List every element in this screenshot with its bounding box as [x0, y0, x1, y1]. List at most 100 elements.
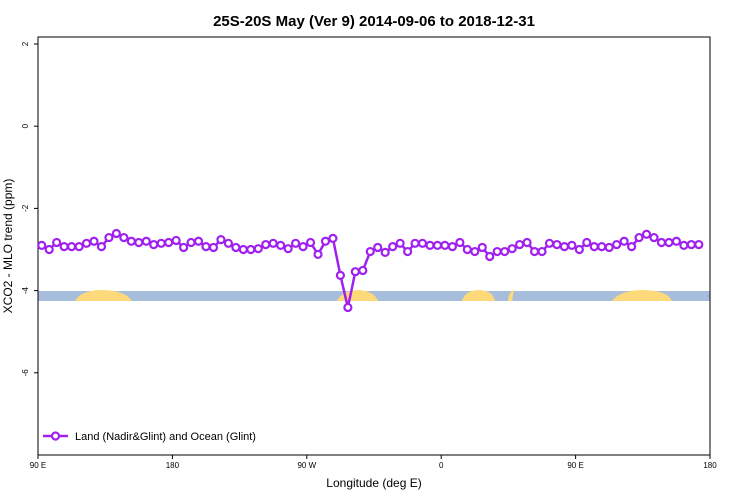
point: [656, 237, 667, 248]
point: [388, 242, 398, 252]
x-tick-label: 180: [166, 461, 180, 470]
point: [514, 239, 525, 250]
point: [522, 237, 532, 248]
point: [104, 232, 114, 243]
point: [485, 251, 495, 262]
point: [604, 242, 614, 253]
x-tick-label: 90 E: [567, 461, 583, 470]
x-tick-label: 180: [703, 461, 717, 470]
point: [261, 239, 271, 250]
point: [335, 270, 345, 280]
point: [649, 232, 659, 243]
point: [44, 244, 54, 255]
point: [612, 239, 622, 250]
point: [52, 237, 62, 248]
point: [619, 236, 629, 246]
legend-marker: [50, 431, 61, 441]
point: [425, 240, 435, 250]
point: [358, 265, 368, 276]
point: [537, 246, 547, 257]
y-tick-label: 2: [21, 41, 30, 46]
point: [276, 240, 286, 250]
point: [74, 242, 84, 252]
point: [186, 237, 196, 248]
point: [626, 242, 637, 252]
chart-title: 25S-20S May (Ver 9) 2014-09-06 to 2018-1…: [213, 13, 535, 30]
point: [350, 267, 360, 277]
point: [96, 242, 107, 252]
point: [447, 242, 457, 252]
point: [305, 237, 316, 248]
point: [81, 238, 92, 248]
point: [462, 244, 472, 255]
point: [328, 233, 338, 243]
x-tick-label: 0: [439, 461, 444, 470]
point: [238, 244, 248, 255]
point: [664, 237, 674, 248]
y-tick-label: -4: [21, 286, 30, 294]
point: [141, 236, 151, 246]
point: [500, 246, 510, 257]
point: [641, 229, 652, 239]
x-tick-label: 90 E: [30, 461, 46, 470]
point: [193, 236, 204, 246]
x-axis-label: Longitude (deg E): [326, 476, 421, 490]
point: [291, 238, 301, 248]
point: [89, 236, 99, 246]
point: [343, 302, 353, 313]
point: [37, 240, 47, 250]
point: [432, 240, 443, 250]
point: [694, 239, 704, 250]
point: [492, 246, 502, 257]
point: [201, 242, 211, 252]
surface-band: [38, 290, 710, 301]
point: [440, 240, 450, 250]
legend-label: Land (Nadir&Glint) and Ocean (Glint): [75, 431, 256, 443]
point: [507, 244, 517, 254]
point: [679, 240, 689, 250]
point: [164, 237, 174, 248]
point: [574, 244, 584, 255]
point: [567, 240, 577, 250]
point: [149, 239, 159, 250]
point: [410, 238, 420, 248]
point: [223, 238, 233, 248]
point: [268, 238, 278, 248]
point: [179, 242, 189, 253]
point: [365, 246, 375, 257]
point: [283, 244, 293, 254]
y-tick-label: -2: [21, 204, 30, 212]
point: [111, 228, 122, 239]
point: [470, 246, 480, 257]
point: [126, 236, 136, 246]
point: [298, 242, 308, 252]
point: [119, 232, 129, 243]
point: [156, 238, 166, 248]
point: [671, 236, 682, 246]
y-tick-label: 0: [21, 123, 30, 128]
y-tick-label: -6: [21, 369, 30, 377]
point: [373, 242, 383, 253]
point: [455, 237, 465, 248]
point: [134, 237, 144, 248]
point: [597, 242, 607, 252]
point: [171, 235, 181, 246]
point: [66, 242, 77, 252]
x-tick-label: 90 W: [297, 461, 316, 470]
point: [231, 242, 241, 253]
point: [529, 246, 540, 257]
point: [403, 246, 413, 257]
point: [544, 238, 555, 248]
point: [552, 239, 562, 250]
point: [59, 242, 69, 252]
point: [477, 242, 487, 253]
point: [253, 244, 263, 254]
point: [559, 242, 570, 252]
point: [582, 237, 592, 248]
point: [380, 247, 390, 257]
y-axis-label: XCO2 - MLO trend (ppm): [1, 179, 15, 314]
point: [216, 235, 226, 245]
point: [246, 244, 256, 255]
point: [634, 232, 644, 243]
